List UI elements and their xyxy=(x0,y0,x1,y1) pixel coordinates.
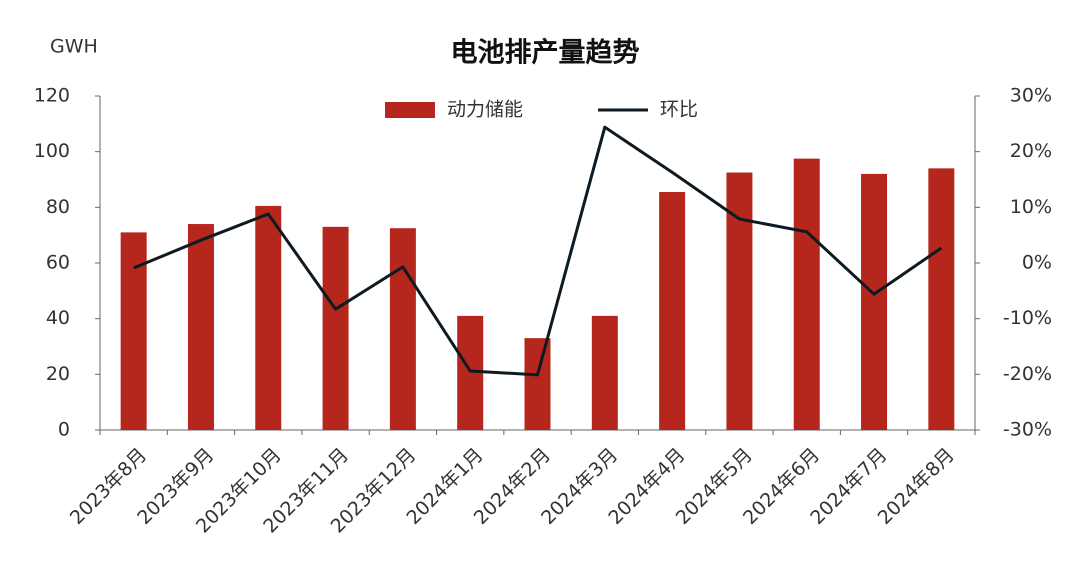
bar xyxy=(255,205,282,430)
bar xyxy=(591,315,618,430)
y2-tick-label: -10% xyxy=(1003,307,1052,329)
bar xyxy=(861,173,888,430)
bar xyxy=(389,228,416,430)
bar xyxy=(659,192,686,430)
bar xyxy=(928,168,955,430)
y-tick-label: 0 xyxy=(58,419,70,441)
y2-tick-label: -30% xyxy=(1003,419,1052,441)
bar xyxy=(187,224,214,430)
y2-tick-label: 10% xyxy=(1010,196,1052,218)
line xyxy=(133,125,943,377)
y-axis-label: GWH xyxy=(50,36,98,58)
y2-tick-label: 30% xyxy=(1010,85,1052,107)
y2-tick-label: -20% xyxy=(1003,363,1052,385)
y-tick-label: 80 xyxy=(46,196,70,218)
chart-title: 电池排产量趋势 xyxy=(451,38,640,69)
bar xyxy=(793,158,820,430)
bar xyxy=(322,226,349,430)
y-tick-label: 120 xyxy=(34,85,70,107)
y-tick-label: 60 xyxy=(46,252,70,274)
bar xyxy=(524,338,551,430)
legend-label: 动力储能 xyxy=(447,99,523,121)
legend-label: 环比 xyxy=(660,99,698,121)
y-tick-label: 100 xyxy=(34,140,70,162)
y-tick-label: 40 xyxy=(46,307,70,329)
bar xyxy=(726,172,753,430)
bar xyxy=(120,232,147,430)
legend-swatch xyxy=(385,102,435,118)
y-tick-label: 20 xyxy=(46,363,70,385)
y2-tick-label: 20% xyxy=(1010,140,1052,162)
y2-tick-label: 0% xyxy=(1022,252,1052,274)
